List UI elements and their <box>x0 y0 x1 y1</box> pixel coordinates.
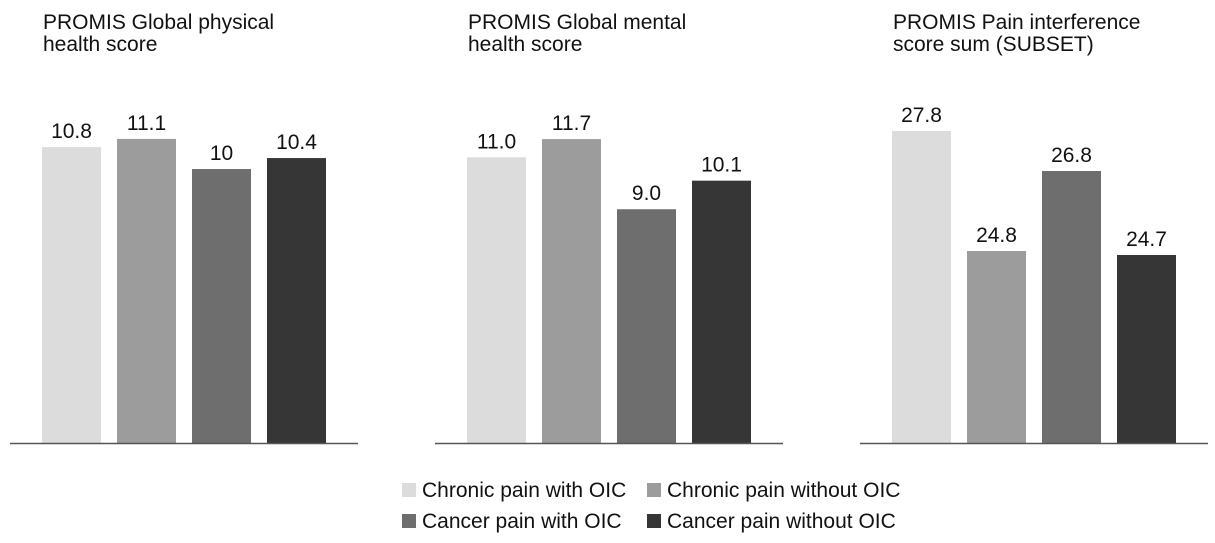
legend-item: Chronic pain with OIC <box>402 479 626 502</box>
bar <box>617 209 676 443</box>
legend-swatch <box>647 514 661 528</box>
chart-panel-3: PROMIS Pain interference score sum (SUBSE… <box>860 11 1208 445</box>
panel-title-line: health score <box>43 33 157 56</box>
legend-label: Cancer pain with OIC <box>422 510 622 533</box>
bar <box>892 131 951 443</box>
bar <box>192 169 251 443</box>
legend-swatch <box>402 483 416 497</box>
panel-title-line: PROMIS Global mental <box>468 11 686 34</box>
data-label: 10.8 <box>51 120 92 143</box>
panel-title-line: health score <box>468 33 582 56</box>
panel-title: PROMIS Global physical health score <box>43 11 274 56</box>
legend-swatch <box>402 514 416 528</box>
bar <box>1117 255 1176 443</box>
bar <box>42 147 101 443</box>
chart-panel-2: PROMIS Global mental health score 11.0 11.7… <box>435 11 783 445</box>
legend-item: Cancer pain without OIC <box>647 510 896 533</box>
data-label: 24.7 <box>1126 228 1167 251</box>
panel-title-line: PROMIS Global physical <box>43 11 274 34</box>
legend-swatch <box>647 483 661 497</box>
panel-title: PROMIS Pain interference score sum (SUBSE… <box>893 11 1140 56</box>
legend: Chronic pain with OIC Chronic pain withou… <box>402 479 900 533</box>
data-label: 27.8 <box>901 104 942 127</box>
data-label: 9.0 <box>632 182 661 205</box>
legend-label: Cancer pain without OIC <box>667 510 896 533</box>
data-label: 10 <box>210 142 233 165</box>
legend-item: Cancer pain with OIC <box>402 510 622 533</box>
data-label: 26.8 <box>1051 144 1092 167</box>
legend-label: Chronic pain without OIC <box>667 479 900 502</box>
legend-item: Chronic pain without OIC <box>647 479 900 502</box>
data-label: 24.8 <box>976 224 1017 247</box>
panel-title-line: score sum (SUBSET) <box>893 33 1094 56</box>
bar <box>117 138 176 443</box>
data-label: 11.1 <box>127 112 166 135</box>
chart-panel-1: PROMIS Global physical health score 10.8 11… <box>10 11 358 445</box>
panel-title: PROMIS Global mental health score <box>468 11 686 56</box>
legend-label: Chronic pain with OIC <box>422 479 626 502</box>
data-label: 10.1 <box>701 154 742 177</box>
bar <box>692 180 751 443</box>
bar <box>467 157 526 444</box>
bar <box>542 139 601 444</box>
bar <box>967 251 1026 443</box>
data-label: 11.7 <box>552 112 591 135</box>
data-label: 10.4 <box>276 131 317 154</box>
bar <box>267 158 326 444</box>
bar <box>1042 171 1101 443</box>
data-label: 11.0 <box>477 130 516 153</box>
panel-title-line: PROMIS Pain interference <box>893 11 1140 34</box>
